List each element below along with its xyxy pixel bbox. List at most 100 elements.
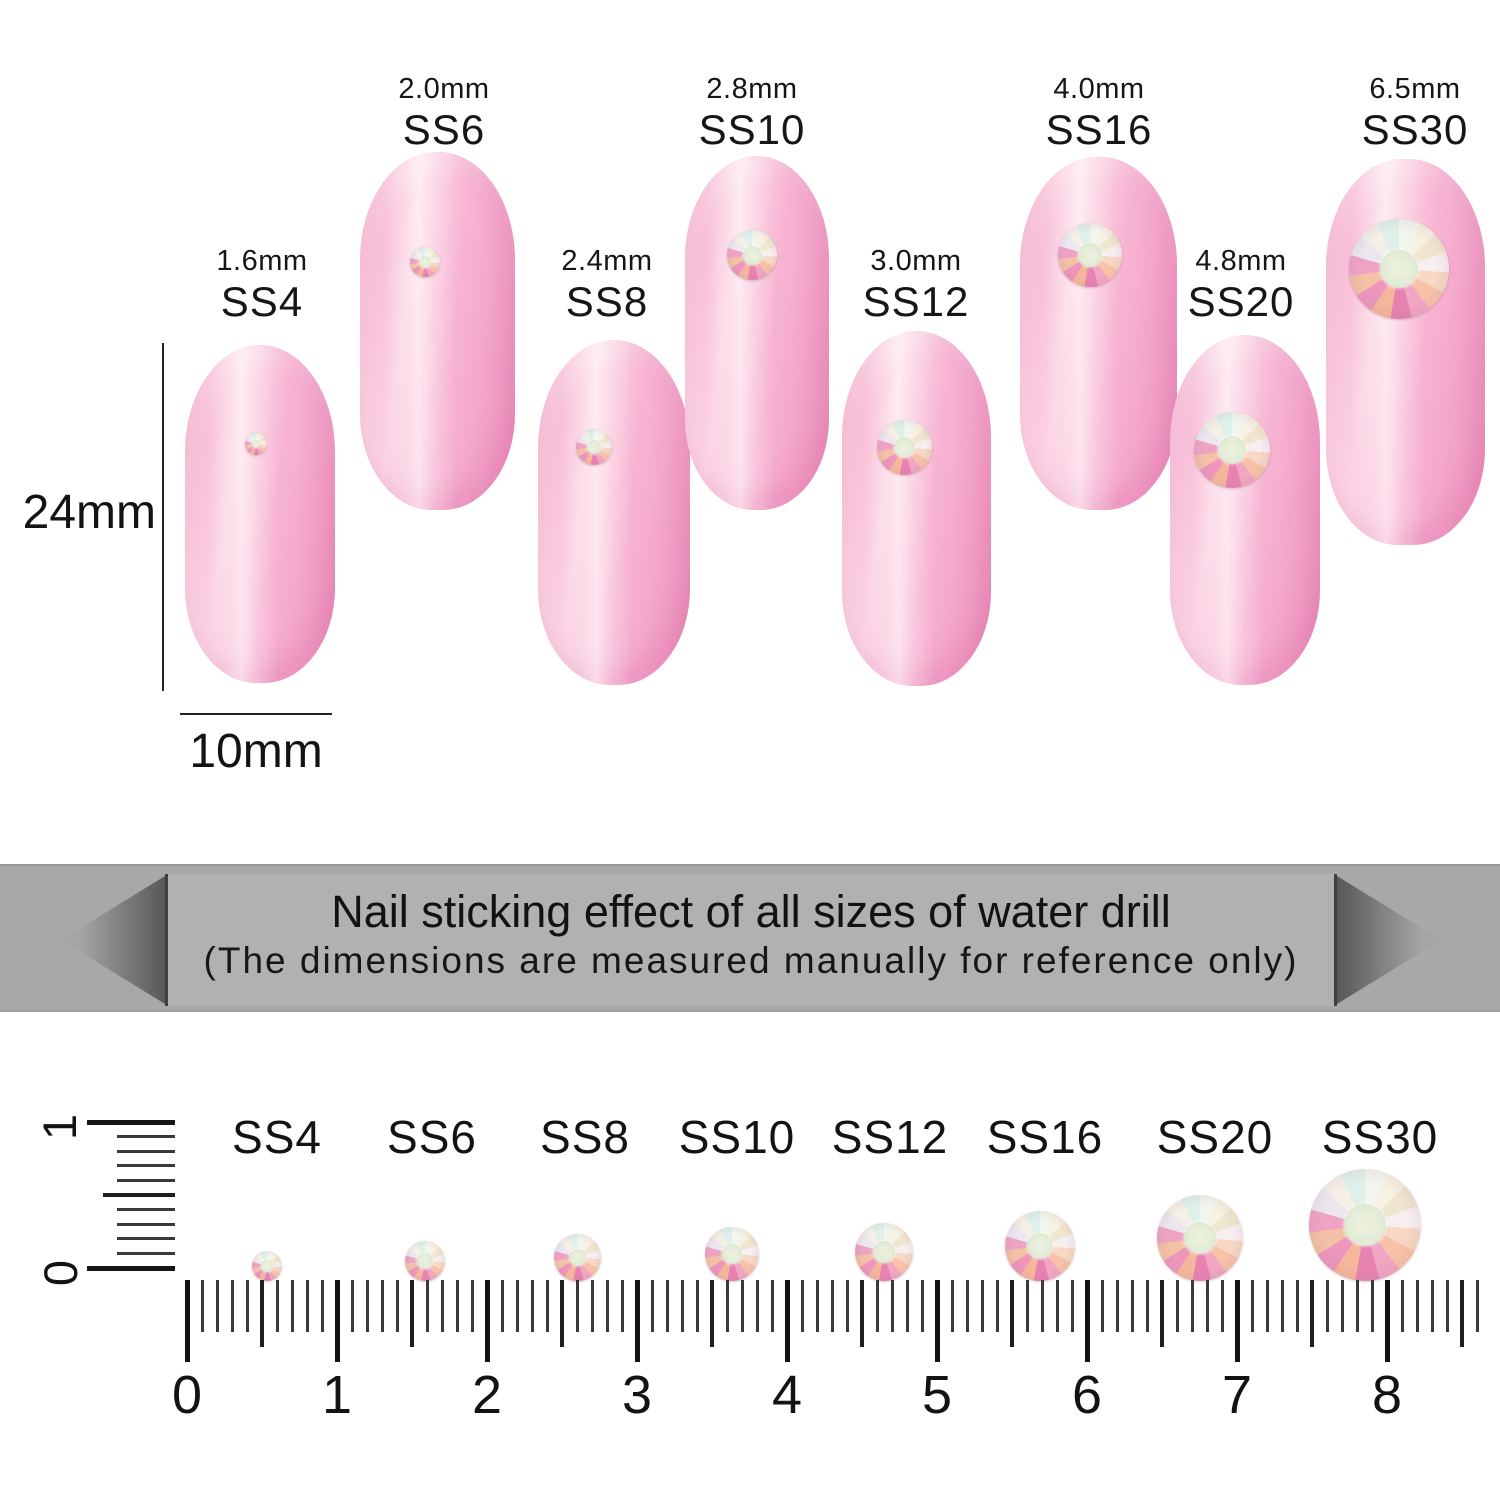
ruler-tick <box>1130 1280 1134 1332</box>
ruler-gem-label-ss10: SS10 <box>678 1111 796 1163</box>
ruler-tick <box>650 1280 654 1332</box>
ruler-gem-label-ss8: SS8 <box>540 1111 630 1163</box>
ruler-gem-ss12 <box>855 1223 913 1281</box>
ruler-tick <box>815 1280 819 1332</box>
ruler-tick <box>484 1280 490 1362</box>
ruler-tick <box>1445 1280 1449 1332</box>
width-dimension-line <box>180 713 332 715</box>
ruler-tick <box>575 1280 579 1332</box>
nail-ss12 <box>842 331 991 686</box>
ruler-number: 4 <box>771 1365 803 1425</box>
ruler-gem-label-ss6: SS6 <box>387 1111 477 1163</box>
ruler-number: 3 <box>621 1365 653 1425</box>
ruler-number: 1 <box>321 1365 353 1425</box>
ruler-number: 2 <box>471 1365 503 1425</box>
nail-size-ss: SS8 <box>565 278 649 325</box>
ruler-tick <box>425 1280 429 1332</box>
ruler-tick <box>1025 1280 1029 1332</box>
ruler-tick <box>470 1280 474 1332</box>
ruler-gem-ss16 <box>1005 1211 1075 1281</box>
rhinestone-gem-ss16 <box>1058 223 1122 287</box>
ribbon-fold-right <box>1337 876 1441 1004</box>
ruler-tick <box>1265 1280 1269 1332</box>
ruler-tick <box>845 1280 849 1332</box>
vertical-ruler-tick <box>117 1237 175 1241</box>
rhinestone-gem-ss10 <box>727 230 777 280</box>
nail-size-ss: SS30 <box>1361 106 1469 153</box>
ruler-tick <box>1175 1280 1179 1332</box>
ruler-tick <box>545 1280 549 1332</box>
height-dimension-line <box>162 343 164 691</box>
ruler-tick <box>860 1280 864 1347</box>
ruler-gem-label-ss12: SS12 <box>831 1111 949 1163</box>
ruler-tick <box>1340 1280 1344 1332</box>
ruler-tick <box>1084 1280 1090 1362</box>
vertical-ruler-tick <box>87 1265 175 1271</box>
ruler-tick <box>560 1280 564 1347</box>
banner-subtitle: (The dimensions are measured manually fo… <box>203 940 1299 981</box>
ruler-gem-label-ss4: SS4 <box>232 1111 322 1163</box>
vertical-ruler-tick <box>87 1119 175 1125</box>
vertical-ruler-tick <box>103 1193 175 1197</box>
nail-label-ss30: 6.5mm SS30 <box>1315 72 1500 153</box>
ruler-tick <box>245 1280 249 1332</box>
ruler-tick <box>1310 1280 1314 1347</box>
nail-label-ss20: 4.8mm SS20 <box>1141 244 1341 325</box>
nail-height-label: 24mm <box>22 486 156 539</box>
ruler-tick <box>1010 1280 1014 1347</box>
nail-label-ss8: 2.4mm SS8 <box>507 244 707 325</box>
ruler-tick <box>1205 1280 1209 1332</box>
ruler-number: 0 <box>171 1365 203 1425</box>
ruler-gem-ss8 <box>554 1234 601 1281</box>
nail-size-mm: 2.4mm <box>561 245 653 277</box>
vertical-ruler-tick <box>117 1251 175 1255</box>
nail-ss4 <box>185 345 335 683</box>
rhinestone-gem-ss8 <box>576 429 612 465</box>
ruler-tick <box>1160 1280 1164 1347</box>
ruler-tick <box>334 1280 340 1362</box>
nail-size-ss: SS20 <box>1187 278 1295 325</box>
nail-size-ss: SS12 <box>862 278 970 325</box>
vertical-ruler-tick <box>117 1135 175 1139</box>
ruler-tick <box>275 1280 279 1332</box>
ruler-tick <box>350 1280 354 1332</box>
rhinestone-gem-ss12 <box>877 420 932 475</box>
ruler-tick <box>320 1280 324 1332</box>
nail-label-ss4: 1.6mm SS4 <box>162 244 362 325</box>
nail-size-ss: SS6 <box>402 106 486 153</box>
ribbon-banner: Nail sticking effect of all sizes of wat… <box>0 864 1500 1012</box>
ruler-tick <box>1460 1280 1464 1347</box>
ruler-gem-ss10 <box>705 1227 759 1281</box>
ruler-number: 6 <box>1071 1365 1103 1425</box>
nail-ss30 <box>1326 159 1485 545</box>
ruler-tick <box>770 1280 774 1332</box>
ruler-tick <box>1295 1280 1299 1332</box>
nail-label-ss10: 2.8mm SS10 <box>652 72 852 153</box>
rhinestone-gem-ss6 <box>410 247 440 277</box>
nail-size-mm: 6.5mm <box>1369 73 1461 105</box>
ruler-tick <box>1145 1280 1149 1332</box>
vertical-ruler-number-1: 1 <box>32 1113 86 1141</box>
ruler-tick <box>1280 1280 1284 1332</box>
ruler-tick <box>1400 1280 1404 1332</box>
nail-size-mm: 4.0mm <box>1053 73 1145 105</box>
nail-size-mm: 4.8mm <box>1195 245 1287 277</box>
ruler-tick <box>995 1280 999 1332</box>
nail-size-mm: 2.8mm <box>706 73 798 105</box>
ruler-tick <box>950 1280 954 1332</box>
vertical-ruler-number-0: 0 <box>33 1259 87 1287</box>
nail-width-label: 10mm <box>189 725 323 778</box>
ruler-tick <box>740 1280 744 1332</box>
nail-size-mm: 2.0mm <box>398 73 490 105</box>
ruler-tick <box>620 1280 624 1332</box>
ruler-tick <box>1250 1280 1254 1332</box>
ruler-tick <box>200 1280 204 1332</box>
ruler-tick <box>665 1280 669 1332</box>
rhinestone-gem-ss4 <box>245 433 267 455</box>
ruler-gem-ss4 <box>252 1251 282 1281</box>
ruler-gem-label-ss30: SS30 <box>1321 1111 1439 1163</box>
ruler-tick <box>215 1280 219 1332</box>
vertical-ruler-tick <box>117 1149 175 1153</box>
nail-ss10 <box>685 156 829 510</box>
ruler-tick <box>680 1280 684 1332</box>
